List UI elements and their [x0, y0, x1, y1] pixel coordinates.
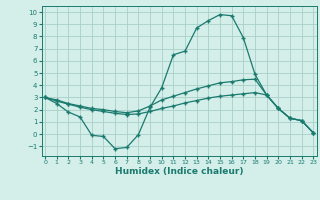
- X-axis label: Humidex (Indice chaleur): Humidex (Indice chaleur): [115, 167, 244, 176]
